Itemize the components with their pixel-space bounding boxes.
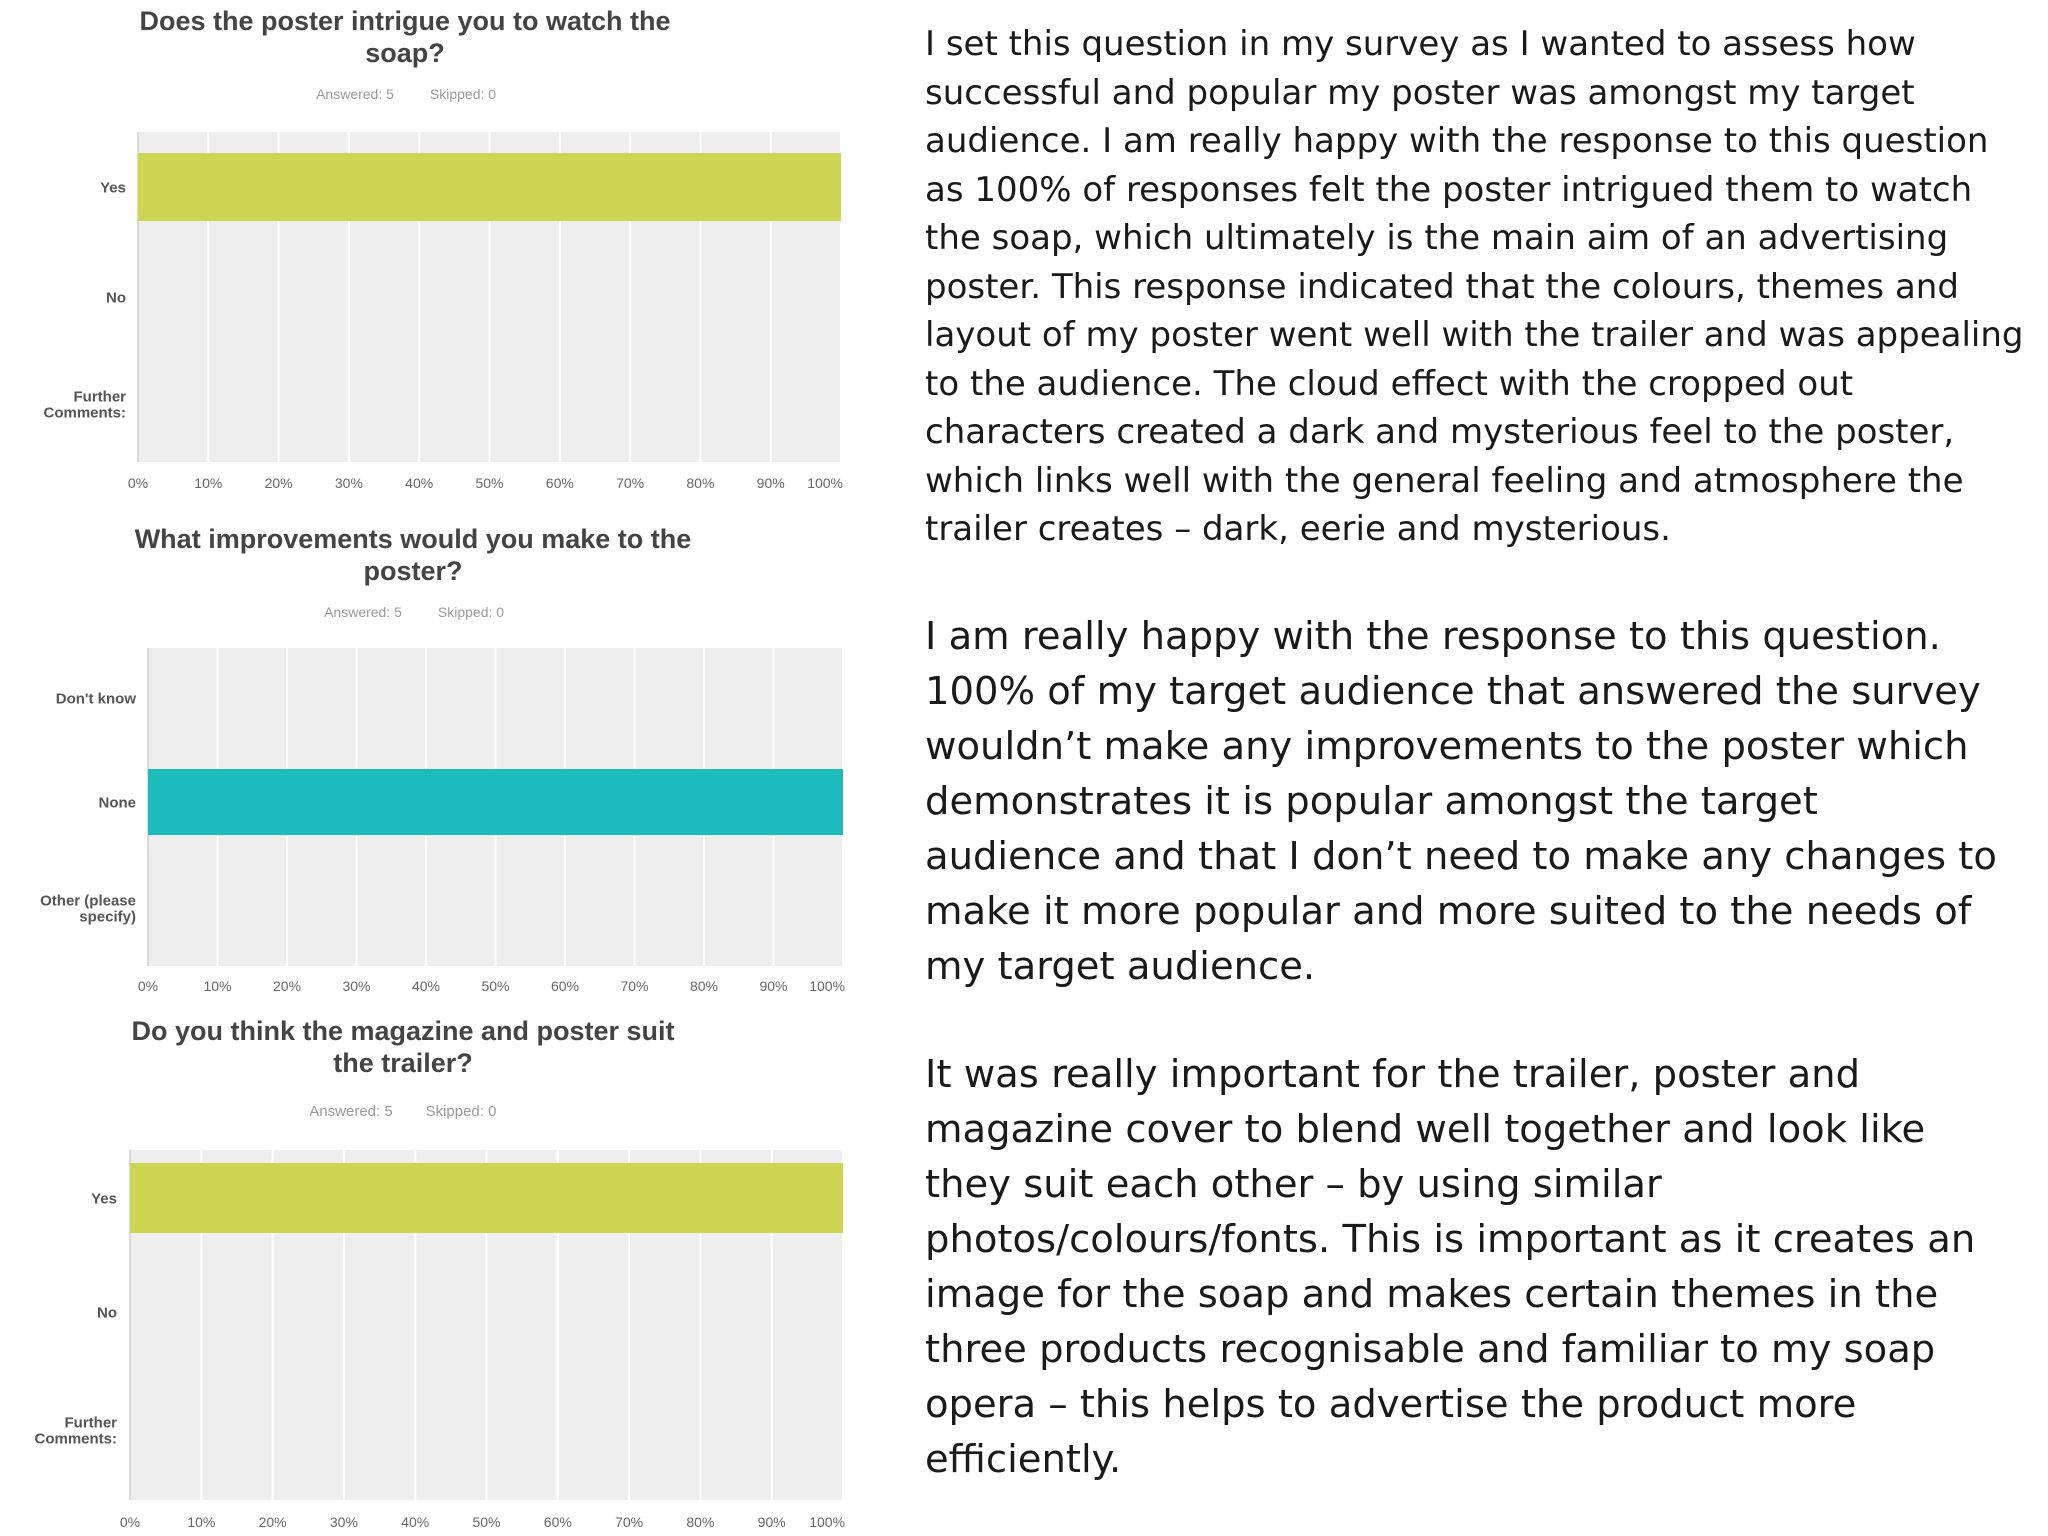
chart-title-line1: Does the poster intrigue you to watch th…	[139, 6, 670, 36]
x-tick-label: 50%	[475, 475, 503, 491]
x-tick-label: 40%	[412, 978, 440, 994]
commentary-paragraph-1: I set this question in my survey as I wa…	[925, 24, 2024, 549]
chart-title-line2: soap?	[365, 38, 445, 68]
x-tick-label: 10%	[194, 475, 222, 491]
x-tick-label: 70%	[616, 475, 644, 491]
chart-poster-intrigue: Does the poster intrigue you to watch th…	[43, 6, 843, 491]
x-tick-label: 10%	[187, 1514, 215, 1530]
category-label: Yes	[100, 179, 126, 196]
chart-magazine-suit-trailer: Do you think the magazine and poster sui…	[34, 1016, 845, 1530]
x-tick-label: 40%	[405, 475, 433, 491]
answered-count: Answered: 5	[324, 604, 402, 620]
x-tick-label: 20%	[259, 1514, 287, 1530]
x-tick-label: 30%	[335, 475, 363, 491]
x-tick-label: 80%	[690, 978, 718, 994]
category-label: None	[99, 794, 137, 811]
x-tick-label: 60%	[546, 475, 574, 491]
x-tick-label: 80%	[686, 475, 714, 491]
x-tick-label: 20%	[265, 475, 293, 491]
x-tick-label: 70%	[620, 978, 648, 994]
x-tick-label: 40%	[401, 1514, 429, 1530]
skipped-count: Skipped: 0	[430, 86, 496, 102]
skipped-count: Skipped: 0	[438, 604, 504, 620]
x-tick-label: 0%	[128, 475, 148, 491]
chart-poster-improvements: What improvements would you make to the …	[40, 524, 845, 994]
x-tick-label: 100%	[807, 475, 843, 491]
x-tick-label: 90%	[757, 475, 785, 491]
category-label: Further Comments:	[43, 388, 126, 421]
x-tick-label: 60%	[544, 1514, 572, 1530]
category-label: Don't know	[56, 690, 137, 707]
x-tick-label: 0%	[138, 978, 158, 994]
category-label: No	[106, 289, 126, 306]
chart-title-line1: Do you think the magazine and poster sui…	[131, 1016, 674, 1046]
category-label: No	[97, 1304, 117, 1321]
chart-title-line2: poster?	[363, 556, 462, 586]
bar	[130, 1163, 843, 1233]
x-tick-label: 10%	[203, 978, 231, 994]
x-tick-label: 90%	[759, 978, 787, 994]
x-tick-label: 30%	[330, 1514, 358, 1530]
x-tick-label: 50%	[481, 978, 509, 994]
chart-title-line2: the trailer?	[333, 1048, 473, 1078]
chart-title-line1: What improvements would you make to the	[135, 524, 692, 554]
skipped-count: Skipped: 0	[426, 1103, 497, 1120]
answered-count: Answered: 5	[309, 1103, 392, 1120]
x-tick-label: 70%	[615, 1514, 643, 1530]
bar	[138, 153, 841, 221]
category-label: Yes	[91, 1190, 117, 1207]
x-tick-label: 30%	[342, 978, 370, 994]
x-tick-label: 100%	[809, 1514, 845, 1530]
commentary-paragraph-3: It was really important for the trailer,…	[925, 1052, 1976, 1482]
x-tick-label: 100%	[809, 978, 845, 994]
x-tick-label: 90%	[758, 1514, 786, 1530]
x-tick-label: 50%	[472, 1514, 500, 1530]
category-label: Further Comments:	[34, 1414, 117, 1447]
answered-count: Answered: 5	[316, 86, 394, 102]
x-tick-label: 60%	[551, 978, 579, 994]
x-tick-label: 20%	[273, 978, 301, 994]
commentary-paragraph-2: I am really happy with the response to t…	[925, 614, 1997, 989]
category-label: Other (please specify)	[40, 892, 136, 925]
x-tick-label: 0%	[120, 1514, 140, 1530]
x-tick-label: 80%	[686, 1514, 714, 1530]
bar	[148, 769, 843, 835]
